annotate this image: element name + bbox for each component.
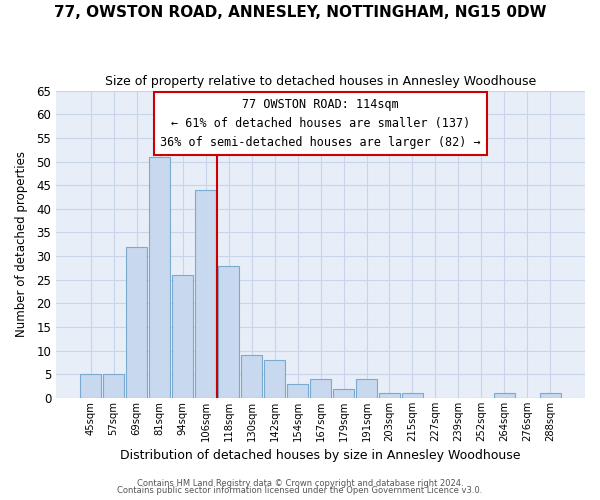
Text: 77, OWSTON ROAD, ANNESLEY, NOTTINGHAM, NG15 0DW: 77, OWSTON ROAD, ANNESLEY, NOTTINGHAM, N… [54, 5, 546, 20]
Bar [379, 394, 400, 398]
Bar [264, 360, 285, 398]
Y-axis label: Number of detached properties: Number of detached properties [15, 152, 28, 338]
Text: Contains public sector information licensed under the Open Government Licence v3: Contains public sector information licen… [118, 486, 482, 495]
Bar [195, 190, 216, 398]
Bar [287, 384, 308, 398]
Bar [126, 246, 147, 398]
Bar [310, 379, 331, 398]
Bar [149, 157, 170, 398]
Bar [172, 275, 193, 398]
Text: Contains HM Land Registry data © Crown copyright and database right 2024.: Contains HM Land Registry data © Crown c… [137, 478, 463, 488]
Bar [80, 374, 101, 398]
Bar [333, 388, 354, 398]
Bar [494, 394, 515, 398]
Title: Size of property relative to detached houses in Annesley Woodhouse: Size of property relative to detached ho… [105, 75, 536, 88]
Bar [103, 374, 124, 398]
Text: 77 OWSTON ROAD: 114sqm
← 61% of detached houses are smaller (137)
36% of semi-de: 77 OWSTON ROAD: 114sqm ← 61% of detached… [160, 98, 481, 149]
Bar [241, 356, 262, 398]
Bar [540, 394, 561, 398]
Bar [402, 394, 423, 398]
Bar [356, 379, 377, 398]
Bar [218, 266, 239, 398]
X-axis label: Distribution of detached houses by size in Annesley Woodhouse: Distribution of detached houses by size … [120, 450, 521, 462]
